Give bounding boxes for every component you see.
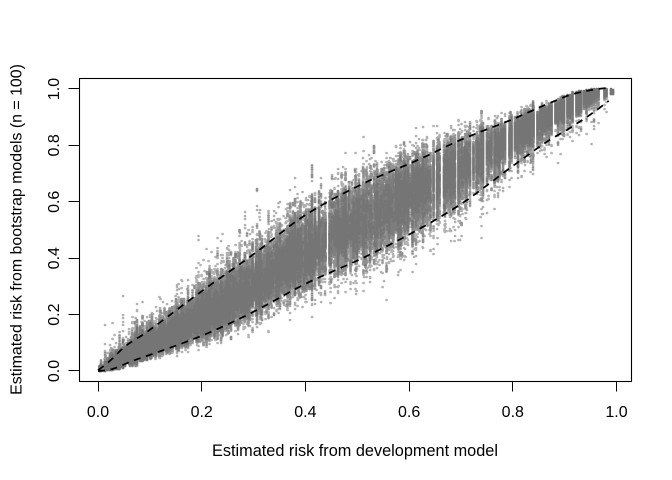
svg-text:0.6: 0.6	[398, 404, 420, 421]
svg-text:Estimated risk from developmen: Estimated risk from development model	[212, 442, 498, 460]
svg-text:1.0: 1.0	[46, 78, 63, 100]
svg-text:0.0: 0.0	[87, 404, 109, 421]
svg-text:0.8: 0.8	[46, 134, 63, 156]
svg-text:1.0: 1.0	[605, 404, 627, 421]
svg-text:0.4: 0.4	[46, 247, 63, 269]
svg-text:0.0: 0.0	[46, 360, 63, 382]
svg-text:Estimated risk from bootstrap: Estimated risk from bootstrap models (n …	[9, 64, 26, 395]
svg-text:0.2: 0.2	[191, 404, 213, 421]
svg-text:0.8: 0.8	[502, 404, 524, 421]
svg-text:0.6: 0.6	[46, 191, 63, 213]
svg-text:0.2: 0.2	[46, 303, 63, 325]
svg-text:0.4: 0.4	[294, 404, 316, 421]
